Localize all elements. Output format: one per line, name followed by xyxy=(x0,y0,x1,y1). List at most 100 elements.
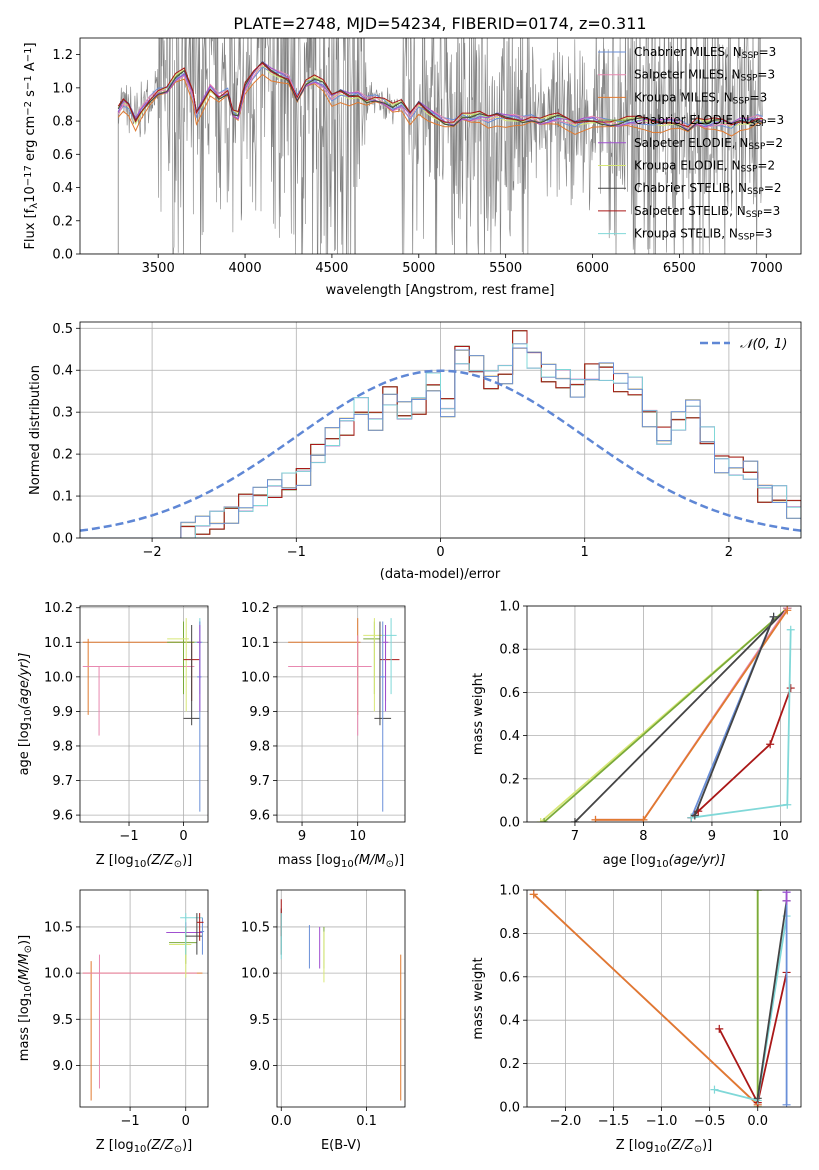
mwz-xtick-label: −2.0 xyxy=(550,1114,582,1129)
spectrum-ylabel: Flux [fλ10−17 erg cm−2 s−1 A−1] xyxy=(23,42,40,249)
mwz-ytick-label: 0.6 xyxy=(499,970,520,985)
mwz-series-kroupa_miles xyxy=(533,893,759,1106)
agemass-xtick-label: 9 xyxy=(298,829,306,844)
spectrum-model-salpeter_stelib xyxy=(117,62,763,128)
massz-ytick-label: 10.0 xyxy=(44,967,73,982)
massz-xtick-label: 0 xyxy=(182,1114,190,1129)
mwz-marker-salpeter_stelib xyxy=(715,1024,724,1033)
spectrum-ytick-label: 0.2 xyxy=(52,214,73,229)
agemass-ytick-label: 10.2 xyxy=(241,601,270,616)
mwage-series-chabrier_elodie xyxy=(543,607,788,822)
spectrum-ytick-label: 0.0 xyxy=(52,248,73,263)
residuals-ytick-label: 0.3 xyxy=(52,406,73,421)
clip-mwz-group xyxy=(529,890,791,1107)
agemass-ytick-label: 9.9 xyxy=(249,705,270,720)
massz-frame xyxy=(79,889,209,1108)
residuals-hist-salpeter_miles xyxy=(80,343,801,538)
mwage-marker-chabrier_elodie xyxy=(540,818,549,822)
spectrum-xtick-label: 4000 xyxy=(229,261,262,276)
legend-label-salpeter_miles: Salpeter MILES, NSSP=3 xyxy=(634,68,775,84)
mwage-ytick-label: 0.8 xyxy=(499,643,520,658)
agemass-xtick-label: 10 xyxy=(349,829,366,844)
massebv-xlabel: E(B-V) xyxy=(321,1138,361,1153)
mwz-ylabel: mass weight xyxy=(471,957,486,1039)
mwz-marker-salpeter_elodie xyxy=(782,896,791,905)
agemass-ytick-label: 9.7 xyxy=(249,774,270,789)
residuals-ytick-label: 0.5 xyxy=(52,322,73,337)
agemass-frame xyxy=(276,605,406,823)
residuals-xtick-label: 2 xyxy=(725,545,733,560)
mwage-marker-kroupa_miles xyxy=(591,815,600,822)
mwage-marker-salpeter_stelib xyxy=(786,684,795,693)
spectrum-xtick-label: 6000 xyxy=(576,261,609,276)
mwage-marker-salpeter_stelib xyxy=(766,740,775,749)
spectrum-ytick-label: 1.2 xyxy=(52,48,73,63)
mwage-marker-kroupa_stelib xyxy=(786,625,795,634)
mwage-xtick-label: 8 xyxy=(639,829,647,844)
mwz-series-chabrier_stelib xyxy=(756,900,788,1099)
agez-ytick-label: 10.0 xyxy=(44,670,73,685)
spectrum-ytick-label: 0.8 xyxy=(52,115,73,130)
spectrum-xlabel: wavelength [Angstrom, rest frame] xyxy=(326,283,555,298)
spectrum-ytick-label: 0.6 xyxy=(52,148,73,163)
clip-massz-group xyxy=(82,913,205,1101)
mwz-marker-kroupa_miles xyxy=(529,890,538,899)
residuals-ytick-label: 0.0 xyxy=(52,532,73,547)
mwage-xtick-label: 7 xyxy=(571,829,579,844)
mwz-marker-kroupa_stelib xyxy=(710,1085,719,1094)
legend-label-chabrier_miles: Chabrier MILES, NSSP=3 xyxy=(634,45,776,61)
residuals-xtick-label: 1 xyxy=(581,545,589,560)
spectrum-xtick-label: 4500 xyxy=(315,261,348,276)
residuals-xtick-label: 0 xyxy=(436,545,444,560)
massebv-ytick-label: 9.0 xyxy=(249,1059,270,1074)
agez-frame xyxy=(79,605,209,823)
residuals-ytick-label: 0.4 xyxy=(52,364,73,379)
residuals-hist-salpeter_elodie xyxy=(80,343,801,538)
legend-label-kroupa_elodie: Kroupa ELODIE, NSSP=2 xyxy=(634,159,775,175)
mwz-ytick-label: 0.8 xyxy=(499,927,520,942)
mwage-series-salpeter_stelib xyxy=(690,687,792,819)
legend-label-salpeter_stelib: Salpeter STELIB, NSSP=3 xyxy=(634,204,780,220)
mwage-series-chabrier_stelib xyxy=(574,607,788,822)
mwage-frame xyxy=(526,605,802,823)
massebv-frame xyxy=(276,889,406,1108)
mwz-marker-chabrier_miles xyxy=(782,1100,791,1107)
mwage-ytick-label: 0.2 xyxy=(499,772,520,787)
mwage-marker-kroupa_miles xyxy=(783,606,792,615)
agez-ytick-label: 10.1 xyxy=(44,636,73,651)
mwage-marker-kroupa_miles xyxy=(639,815,648,822)
residuals-legend-label: 𝒩(0, 1) xyxy=(740,337,787,352)
mwage-marker-kroupa_elodie xyxy=(536,818,545,822)
legend-label-salpeter_elodie: Salpeter ELODIE, NSSP=2 xyxy=(634,136,783,152)
residuals-ylabel: Normed distribution xyxy=(28,365,43,495)
mwage-ytick-label: 0.6 xyxy=(499,686,520,701)
spectrum-model-kroupa_elodie xyxy=(117,64,763,129)
clip-massebv-group xyxy=(280,899,402,1101)
mwage-ytick-label: 0.0 xyxy=(499,816,520,831)
massz-xtick-label: −1 xyxy=(121,1114,140,1129)
figure-title: PLATE=2748, MJD=54234, FIBERID=0174, z=0… xyxy=(233,14,646,33)
massebv-ytick-label: 10.5 xyxy=(241,920,270,935)
legend-label-chabrier_elodie: Chabrier ELODIE, NSSP=3 xyxy=(634,113,784,129)
massz-ytick-label: 10.5 xyxy=(44,920,73,935)
clip-agemass-group xyxy=(288,618,400,812)
agez-ytick-label: 10.2 xyxy=(44,601,73,616)
mwz-ytick-label: 0.0 xyxy=(499,1101,520,1116)
mwage-series-kroupa_miles xyxy=(595,609,789,821)
legend-label-kroupa_stelib: Kroupa STELIB, NSSP=3 xyxy=(634,227,772,243)
residuals-xtick-label: −1 xyxy=(287,545,306,560)
mwage-xtick-label: 10 xyxy=(772,829,789,844)
mwz-ytick-label: 1.0 xyxy=(499,884,520,899)
mwage-xtick-label: 9 xyxy=(708,829,716,844)
spectrum-data-line xyxy=(117,38,763,254)
agez-ylabel: age [log10(age/yr)] xyxy=(17,653,34,776)
massebv-ytick-label: 10.0 xyxy=(241,967,270,982)
mwz-marker-chabrier_elodie xyxy=(753,890,762,894)
mwage-series-chabrier_stelib xyxy=(693,616,775,816)
residuals-hist-kroupa_stelib xyxy=(80,343,801,538)
mwz-ytick-label: 0.4 xyxy=(499,1014,520,1029)
mwage-series-salpeter_miles xyxy=(595,607,789,821)
mwage-series-kroupa_stelib xyxy=(691,629,792,819)
spectrum-xtick-label: 5000 xyxy=(402,261,435,276)
mwz-xtick-label: −1.5 xyxy=(598,1114,630,1129)
